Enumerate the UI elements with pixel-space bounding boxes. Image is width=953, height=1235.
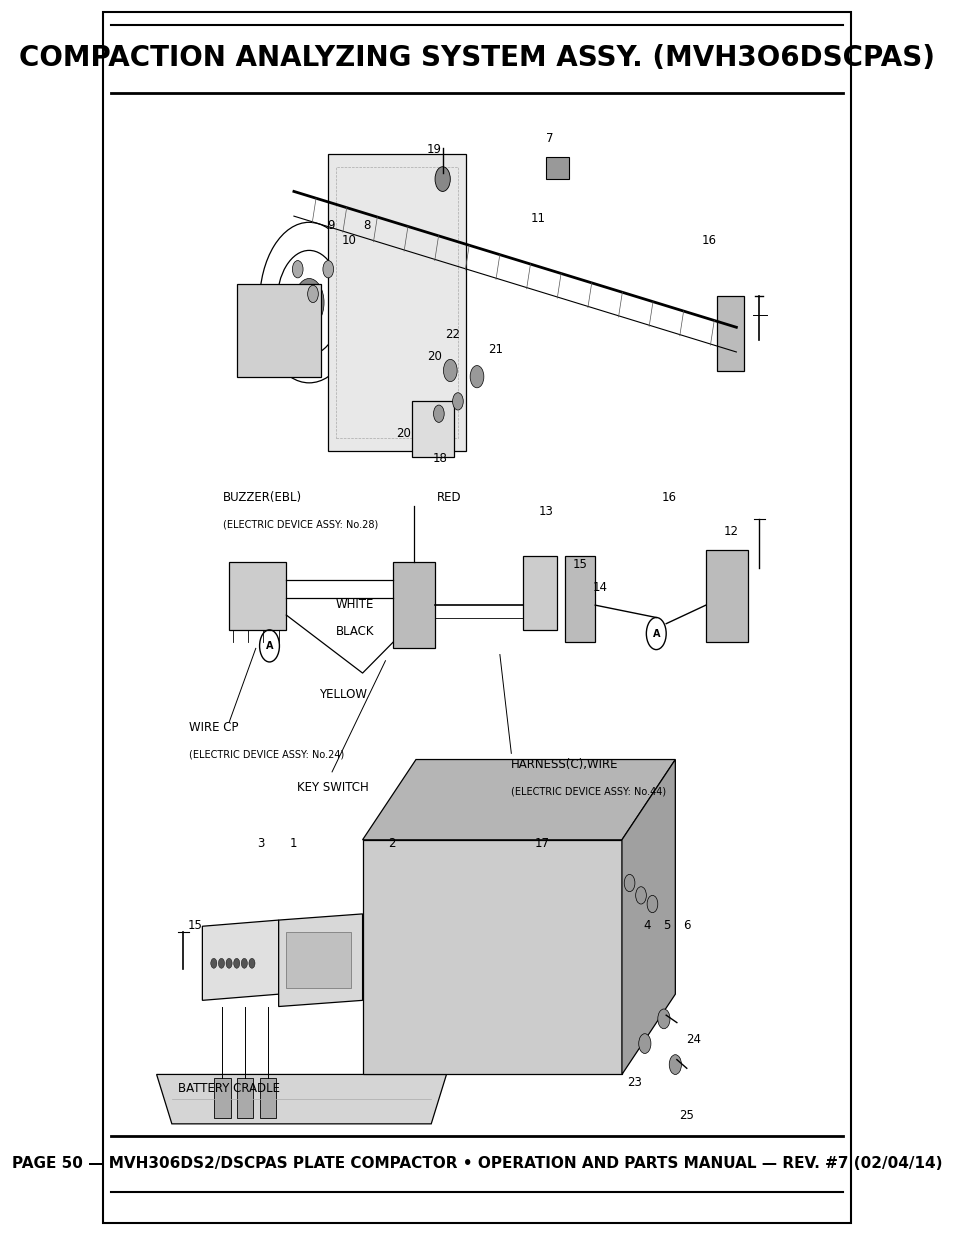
Bar bbox=[286, 932, 351, 988]
Circle shape bbox=[241, 958, 247, 968]
Circle shape bbox=[452, 393, 463, 410]
Text: WHITE: WHITE bbox=[335, 598, 374, 611]
Text: KEY SWITCH: KEY SWITCH bbox=[296, 782, 368, 794]
Bar bbox=[522, 556, 557, 630]
Text: 2: 2 bbox=[388, 837, 395, 850]
Text: A: A bbox=[266, 641, 273, 651]
Text: 16: 16 bbox=[661, 492, 676, 504]
Text: 21: 21 bbox=[487, 343, 502, 356]
Circle shape bbox=[292, 261, 303, 278]
Circle shape bbox=[435, 167, 450, 191]
Text: (ELECTRIC DEVICE ASSY: No.28): (ELECTRIC DEVICE ASSY: No.28) bbox=[223, 520, 377, 530]
Text: 17: 17 bbox=[535, 837, 550, 850]
Circle shape bbox=[646, 895, 658, 913]
Text: 15: 15 bbox=[572, 558, 587, 571]
Text: 25: 25 bbox=[679, 1109, 694, 1121]
Bar bbox=[412, 401, 454, 457]
Bar bbox=[229, 562, 286, 630]
Polygon shape bbox=[621, 760, 675, 1074]
Text: 20: 20 bbox=[426, 351, 441, 363]
Text: 4: 4 bbox=[643, 919, 651, 931]
Bar bbox=[393, 562, 435, 648]
Circle shape bbox=[669, 1055, 680, 1074]
Bar bbox=[705, 550, 747, 642]
Text: 19: 19 bbox=[426, 142, 441, 156]
Text: 22: 22 bbox=[445, 329, 459, 341]
Text: 16: 16 bbox=[700, 233, 716, 247]
Circle shape bbox=[433, 405, 444, 422]
Text: 10: 10 bbox=[341, 233, 355, 247]
Text: BATTERY CRADLE: BATTERY CRADLE bbox=[178, 1082, 280, 1095]
Text: 15: 15 bbox=[187, 919, 202, 931]
Circle shape bbox=[322, 261, 334, 278]
Text: COMPACTION ANALYZING SYSTEM ASSY. (MVH3O6DSCPAS): COMPACTION ANALYZING SYSTEM ASSY. (MVH3O… bbox=[19, 44, 934, 72]
Polygon shape bbox=[362, 760, 675, 840]
Circle shape bbox=[307, 285, 318, 303]
Text: BLACK: BLACK bbox=[335, 625, 374, 637]
Text: HARNESS(C),WIRE: HARNESS(C),WIRE bbox=[511, 758, 618, 771]
Text: A: A bbox=[652, 629, 659, 638]
Text: 12: 12 bbox=[722, 525, 738, 537]
Bar bbox=[335, 167, 457, 438]
Circle shape bbox=[249, 958, 254, 968]
Circle shape bbox=[233, 958, 239, 968]
Text: WIRE CP: WIRE CP bbox=[189, 721, 238, 735]
Bar bbox=[362, 840, 621, 1074]
Bar bbox=[259, 1078, 276, 1118]
Text: 3: 3 bbox=[256, 837, 264, 850]
Text: (ELECTRIC DEVICE ASSY: No.44): (ELECTRIC DEVICE ASSY: No.44) bbox=[511, 787, 666, 797]
Circle shape bbox=[658, 1009, 669, 1029]
Bar bbox=[236, 1078, 253, 1118]
Text: 5: 5 bbox=[663, 919, 670, 931]
Text: RED: RED bbox=[436, 492, 461, 504]
Polygon shape bbox=[156, 1074, 446, 1124]
Text: 1: 1 bbox=[290, 837, 296, 850]
Circle shape bbox=[470, 366, 483, 388]
Text: 18: 18 bbox=[433, 452, 447, 466]
Text: (ELECTRIC DEVICE ASSY: No.24): (ELECTRIC DEVICE ASSY: No.24) bbox=[189, 750, 343, 760]
Circle shape bbox=[639, 1034, 650, 1053]
Bar bbox=[564, 556, 595, 642]
Polygon shape bbox=[278, 914, 362, 1007]
Circle shape bbox=[211, 958, 216, 968]
Circle shape bbox=[226, 958, 232, 968]
Text: YELLOW: YELLOW bbox=[319, 688, 367, 701]
Circle shape bbox=[443, 359, 456, 382]
Text: 20: 20 bbox=[395, 426, 411, 440]
Bar bbox=[236, 284, 320, 377]
Bar bbox=[213, 1078, 231, 1118]
Circle shape bbox=[218, 958, 224, 968]
Text: 11: 11 bbox=[530, 211, 545, 225]
Text: 8: 8 bbox=[363, 219, 371, 232]
Text: 24: 24 bbox=[685, 1034, 700, 1046]
Bar bbox=[717, 296, 743, 370]
Circle shape bbox=[635, 887, 646, 904]
Text: 13: 13 bbox=[537, 505, 553, 517]
Text: BUZZER(EBL): BUZZER(EBL) bbox=[223, 492, 302, 504]
Circle shape bbox=[294, 279, 324, 327]
Text: 23: 23 bbox=[626, 1076, 641, 1089]
Circle shape bbox=[623, 874, 635, 892]
Bar bbox=[328, 154, 465, 451]
Text: 14: 14 bbox=[593, 582, 607, 594]
Polygon shape bbox=[202, 920, 278, 1000]
Bar bbox=[545, 157, 568, 179]
Text: 9: 9 bbox=[327, 219, 334, 232]
Text: PAGE 50 — MVH306DS2/DSCPAS PLATE COMPACTOR • OPERATION AND PARTS MANUAL — REV. #: PAGE 50 — MVH306DS2/DSCPAS PLATE COMPACT… bbox=[11, 1156, 942, 1171]
Text: 6: 6 bbox=[682, 919, 690, 931]
Text: 7: 7 bbox=[546, 132, 554, 144]
